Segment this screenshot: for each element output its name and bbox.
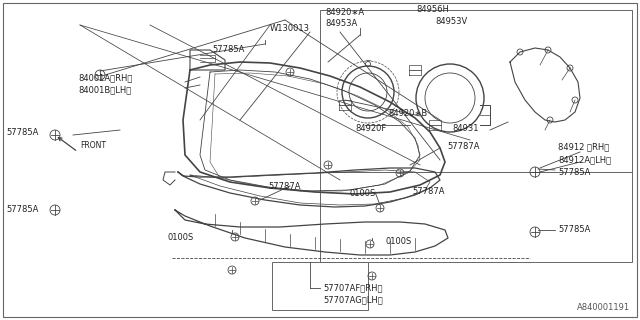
Text: A840001191: A840001191 — [577, 303, 630, 312]
Text: 57785A: 57785A — [558, 167, 590, 177]
Text: 84001B〈LH〉: 84001B〈LH〉 — [78, 85, 131, 94]
Text: 84931: 84931 — [452, 124, 479, 132]
Text: 57787A: 57787A — [447, 141, 479, 150]
Bar — [320, 172, 632, 262]
Text: W130013: W130013 — [270, 23, 310, 33]
Text: 84920F: 84920F — [355, 124, 387, 132]
Text: 84920∗B: 84920∗B — [388, 108, 428, 117]
Text: 84001A〈RH〉: 84001A〈RH〉 — [78, 74, 132, 83]
Text: 57785A: 57785A — [6, 204, 38, 213]
Bar — [272, 262, 368, 310]
Text: 84953V: 84953V — [435, 17, 467, 26]
Text: 84956H: 84956H — [416, 4, 449, 13]
Text: FRONT: FRONT — [80, 140, 106, 149]
Text: 57707AG〈LH〉: 57707AG〈LH〉 — [323, 295, 383, 305]
Text: 84912 〈RH〉: 84912 〈RH〉 — [558, 142, 609, 151]
Text: 57787A: 57787A — [412, 188, 445, 196]
Text: 0100S: 0100S — [350, 188, 376, 197]
Text: 57787A: 57787A — [268, 181, 301, 190]
Bar — [320, 10, 632, 172]
Text: 0100S: 0100S — [168, 233, 195, 242]
Text: 57785A: 57785A — [212, 44, 245, 53]
Text: 57785A: 57785A — [558, 226, 590, 235]
Text: 57785A: 57785A — [6, 127, 38, 137]
Text: 57707AF〈RH〉: 57707AF〈RH〉 — [323, 284, 383, 292]
Text: 84912A〈LH〉: 84912A〈LH〉 — [558, 156, 611, 164]
Text: 84920∗A: 84920∗A — [325, 7, 364, 17]
Text: 0100S: 0100S — [385, 237, 412, 246]
Text: 84953A: 84953A — [325, 19, 357, 28]
